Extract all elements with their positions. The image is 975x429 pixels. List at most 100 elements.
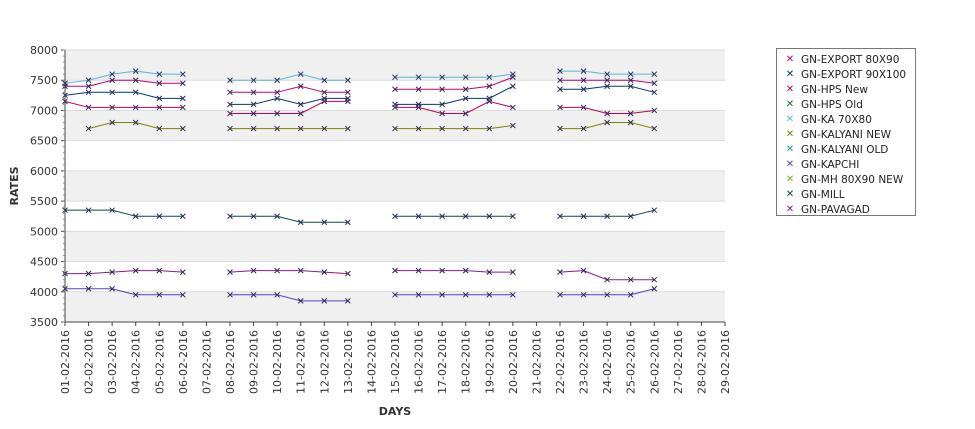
data-point (439, 110, 445, 117)
legend-item: ✕ GN-HPS Old (783, 97, 915, 112)
y-tick-label: 5500 (30, 195, 58, 208)
data-point (604, 276, 610, 283)
data-point (132, 267, 139, 274)
data-point (227, 269, 233, 275)
data-point (109, 77, 115, 84)
grid-band (65, 231, 725, 262)
y-tick-label: 3500 (30, 316, 58, 329)
data-point (510, 291, 516, 298)
grid-band (65, 291, 725, 322)
grid-bands (65, 50, 725, 322)
data-point (227, 77, 233, 84)
series-line (230, 85, 348, 93)
x-tick-label: 23-02-2016 (578, 330, 591, 394)
data-point (321, 89, 328, 96)
data-point (392, 291, 398, 298)
data-point (627, 119, 634, 126)
data-point (345, 297, 351, 304)
y-tick-label: 5000 (30, 225, 58, 238)
data-point (227, 110, 233, 117)
data-point (109, 71, 115, 78)
data-point (486, 74, 493, 81)
x-tick-label: 14-02-2016 (365, 330, 378, 394)
series-line (395, 125, 513, 130)
data-point (392, 125, 398, 132)
legend: ✕ GN-EXPORT 80X90 ✕ GN-EXPORT 90X100 ✕ GN-HPS… (776, 48, 916, 216)
data-point (227, 291, 233, 298)
series-line (559, 270, 655, 281)
data-point (345, 125, 351, 132)
legend-marker-icon: ✕ (785, 173, 795, 185)
data-point (156, 125, 163, 132)
series-line (395, 100, 513, 114)
y-tick-label: 7000 (30, 104, 58, 117)
data-point (109, 285, 115, 292)
legend-marker-icon: ✕ (785, 113, 795, 125)
legend-marker-icon: ✕ (785, 128, 795, 140)
data-point (462, 291, 469, 298)
data-point (274, 291, 280, 298)
series (62, 74, 658, 96)
legend-label: GN-MILL (801, 188, 845, 201)
data-point (274, 77, 280, 84)
series-line (230, 73, 348, 81)
data-point (274, 213, 280, 220)
y-tick-label: 4000 (30, 286, 58, 299)
data-point (227, 101, 233, 108)
data-point (109, 207, 115, 214)
data-point (486, 269, 493, 275)
series (62, 98, 658, 117)
data-point (321, 219, 328, 226)
data-point (439, 267, 445, 274)
data-point (345, 270, 351, 277)
data-point (85, 207, 92, 214)
data-point (651, 71, 658, 78)
data-point (109, 89, 115, 96)
data-point (415, 213, 422, 220)
data-point (274, 110, 280, 117)
data-point (321, 269, 328, 275)
legend-marker-icon: ✕ (785, 188, 795, 200)
data-point (510, 83, 516, 90)
data-point (345, 77, 351, 84)
y-tick-label: 7500 (30, 74, 58, 87)
data-point (156, 213, 163, 220)
legend-label: GN-KA 70X80 (801, 113, 872, 126)
grid-band (65, 50, 725, 81)
tick-labels: 3500 4000 4500 5000 5500 6000 6500 7000 7500 8000… (30, 44, 732, 394)
y-tick-label: 6000 (30, 165, 58, 178)
data-point (392, 104, 398, 111)
legend-label: GN-PAVAGAD (801, 203, 870, 216)
data-point (297, 125, 304, 132)
grid-band (65, 170, 725, 202)
data-point (132, 119, 139, 126)
data-point (297, 219, 304, 226)
data-point (180, 125, 186, 132)
data-point (486, 83, 493, 90)
series-line (64, 91, 183, 99)
x-tick-label: 08-02-2016 (224, 330, 237, 394)
x-tick-label: 15-02-2016 (389, 330, 402, 394)
data-point (415, 74, 422, 81)
data-point (250, 77, 257, 84)
data-point (651, 107, 658, 114)
data-point (486, 291, 493, 298)
data-point (132, 77, 139, 84)
data-point (627, 213, 634, 220)
data-point (132, 104, 139, 111)
data-point (604, 71, 610, 78)
x-tick-label: 12-02-2016 (318, 330, 331, 394)
data-point (345, 89, 351, 96)
series (62, 285, 658, 304)
x-tick-label: 27-02-2016 (672, 330, 685, 394)
series-line (230, 100, 348, 114)
data-point (580, 267, 587, 274)
data-point (627, 291, 634, 298)
data-point (85, 89, 92, 96)
series-line (230, 294, 348, 302)
legend-item: ✕ GN-EXPORT 80X90 (783, 52, 915, 67)
data-point (439, 101, 445, 108)
data-point (651, 285, 658, 292)
data-point (604, 119, 610, 126)
data-point (415, 86, 422, 93)
